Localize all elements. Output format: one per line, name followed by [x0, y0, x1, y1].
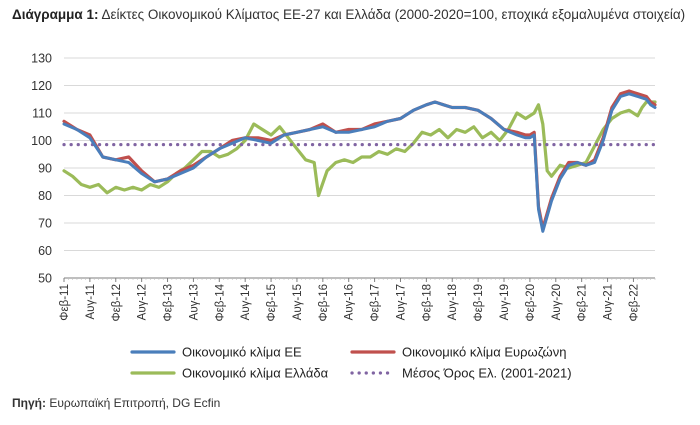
- chart-title-text: Δείκτες Οικονομικού Κλίματος ΕΕ-27 και Ε…: [101, 7, 686, 22]
- x-tick-label: Αυγ-18: [447, 284, 459, 320]
- x-tick-label: Φεβ-13: [163, 284, 175, 322]
- x-tick-label: Αυγ-11: [85, 284, 97, 319]
- x-tick-label: Φεβ-21: [577, 284, 589, 322]
- source-note: Πηγή: Ευρωπαϊκή Επιτροπή, DG Ecfin: [12, 396, 220, 410]
- series-line-greece: [62, 100, 657, 198]
- legend: Οικονομικό κλίμα ΕΕ Οικονομικό κλίμα Ευρω…: [130, 345, 572, 381]
- legend-label-eu: Οικονομικό κλίμα ΕΕ: [182, 345, 302, 360]
- legend-label-euro: Οικονομικό κλίμα Ευρωζώνη: [402, 345, 566, 360]
- x-tick-label: Φεβ-18: [421, 284, 433, 322]
- x-tick-label: Αυγ-14: [240, 283, 252, 320]
- x-tick-label: Αυγ-16: [344, 284, 356, 320]
- y-tick-label: 100: [31, 134, 52, 148]
- x-tick-label: Φεβ-16: [318, 284, 330, 322]
- x-tick-label: Αυγ-13: [188, 284, 200, 320]
- legend-label-mean: Μέσος Όρος Ελ. (2001-2021): [402, 366, 572, 381]
- x-tick-label: Φεβ-14: [214, 283, 226, 321]
- x-tick-label: Αυγ-12: [137, 284, 149, 320]
- x-axis: Φεβ-11 Αυγ-11 Φεβ-12 Αυγ-12 Φεβ-13 Αυγ-13 Φεβ-…: [59, 277, 656, 322]
- x-tick-label: Αυγ-20: [551, 284, 563, 320]
- x-tick-label: Αυγ-17: [395, 284, 407, 320]
- legend-label-greece: Οικονομικό κλίμα Ελλάδα: [182, 366, 329, 381]
- series-line-eu: [62, 92, 657, 233]
- x-tick-label: Φεβ-19: [473, 284, 485, 322]
- x-tick-label: Αυγ-21: [603, 284, 615, 320]
- x-tick-label: Αυγ-19: [499, 284, 511, 320]
- y-tick-label: 80: [38, 189, 52, 203]
- y-tick-label: 60: [38, 244, 52, 258]
- source-label: Πηγή:: [12, 396, 46, 410]
- chart-title-label: Διάγραμμα 1:: [12, 7, 99, 22]
- x-tick-label: Φεβ-17: [370, 284, 382, 322]
- y-axis: 50 60 70 80 90 100 110 120 130: [31, 52, 52, 286]
- y-tick-label: 110: [32, 107, 52, 121]
- x-tick-label: Φεβ-11: [59, 284, 71, 321]
- x-tick-label: Φεβ-20: [525, 284, 537, 322]
- y-tick-label: 120: [31, 79, 52, 93]
- y-tick-label: 70: [38, 217, 52, 231]
- x-tick-label: Αυγ-15: [292, 284, 304, 320]
- y-tick-label: 130: [31, 52, 52, 66]
- chart-title: Διάγραμμα 1: Δείκτες Οικονομικού Κλίματο…: [12, 6, 692, 23]
- source-text: Ευρωπαϊκή Επιτροπή, DG Ecfin: [49, 396, 221, 410]
- series-lines: [62, 89, 657, 233]
- x-tick-label: Φεβ-22: [628, 284, 640, 322]
- y-tick-label: 50: [38, 272, 52, 286]
- y-tick-label: 90: [38, 162, 52, 176]
- x-tick-label: Φεβ-15: [266, 284, 278, 322]
- x-tick-label: Φεβ-12: [111, 284, 123, 322]
